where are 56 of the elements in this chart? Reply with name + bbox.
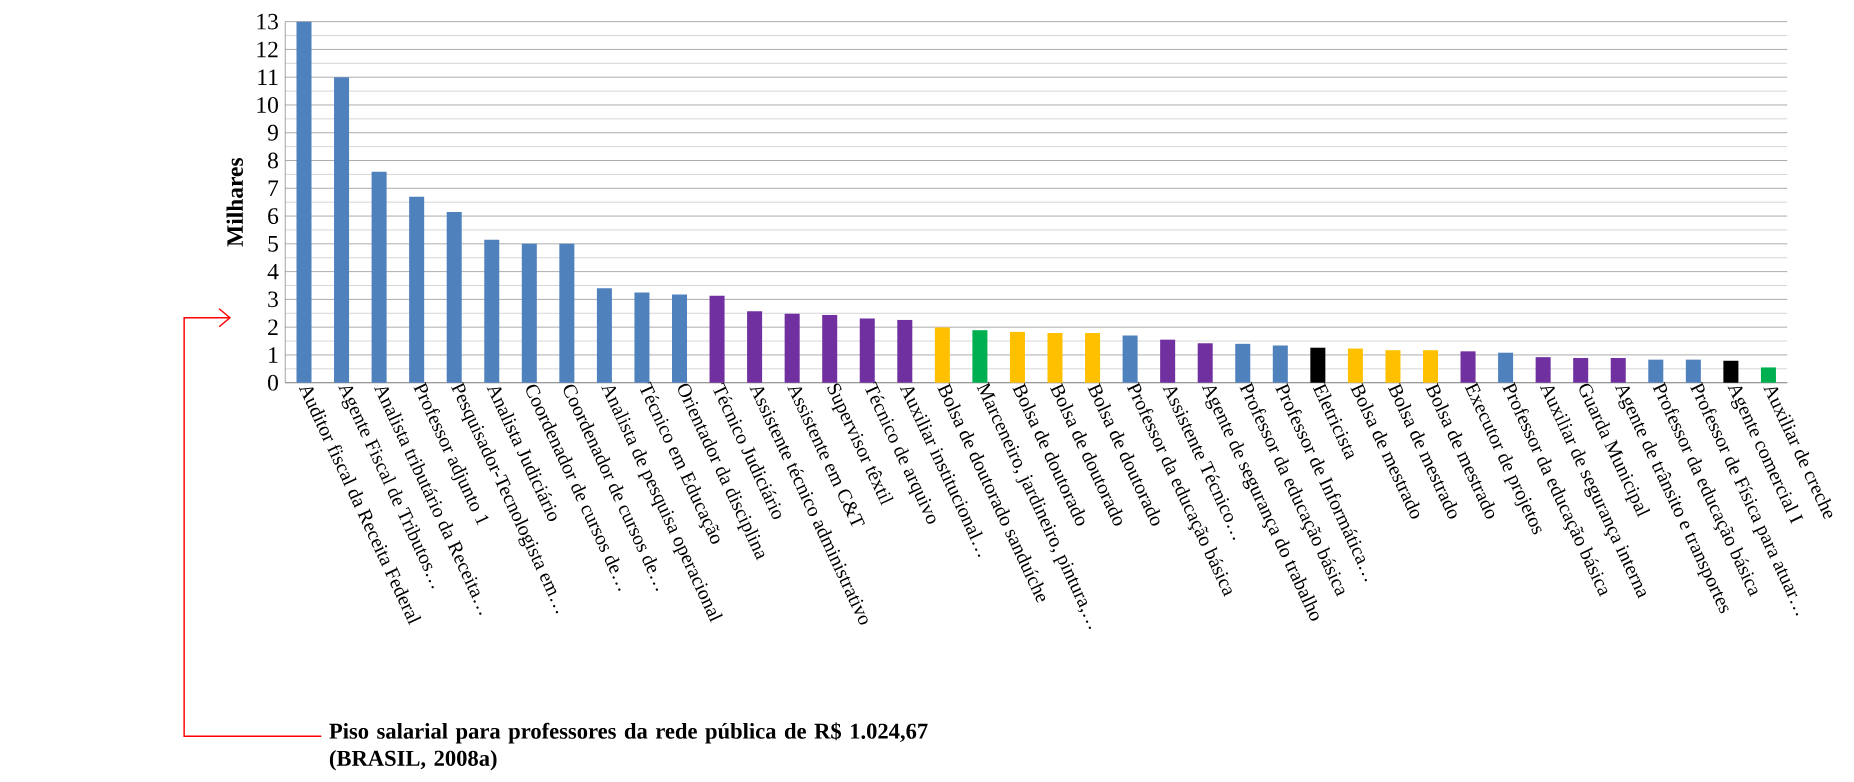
bar <box>709 295 725 383</box>
y-tick-label: 13 <box>257 13 278 30</box>
bar <box>409 196 425 383</box>
bar <box>1573 358 1589 383</box>
y-tick-label: 12 <box>257 41 278 58</box>
bar <box>1648 359 1664 383</box>
bar <box>672 294 688 383</box>
bar <box>296 21 312 383</box>
bar <box>1009 332 1025 383</box>
bar <box>1160 339 1176 383</box>
bar <box>1085 333 1101 383</box>
text: Piso salarial para professores da rede pública de R$ 1.024,67 (BRASIL, 2008a) <box>329 722 928 771</box>
bar <box>934 327 950 383</box>
y-tick-label: 0 <box>268 374 278 391</box>
y-tick-label: 7 <box>268 180 279 197</box>
bar <box>521 243 537 383</box>
bar <box>1047 333 1063 383</box>
bar <box>1460 351 1476 383</box>
y-tick-label: 2 <box>268 319 278 336</box>
y-tick-label: 3 <box>268 291 278 308</box>
y-axis-title: Milhares <box>226 158 243 247</box>
bar <box>634 292 650 383</box>
bar <box>747 311 763 383</box>
bar <box>1723 360 1739 383</box>
bar <box>822 315 838 383</box>
y-tick-label: 6 <box>268 208 279 225</box>
y-tick-label: 10 <box>257 97 278 114</box>
y-tick-label: 8 <box>268 152 278 169</box>
bar <box>1422 350 1439 383</box>
bar <box>484 239 500 383</box>
bar <box>1498 352 1514 383</box>
y-tick-label: 1 <box>269 347 278 363</box>
bar <box>1310 347 1326 383</box>
bar <box>972 330 988 383</box>
bar <box>596 288 612 383</box>
bar <box>1272 345 1288 383</box>
bar <box>371 171 387 383</box>
bar <box>446 212 462 383</box>
bar <box>1385 350 1401 383</box>
bar <box>334 77 350 383</box>
bar <box>1685 359 1701 383</box>
bar <box>559 243 575 383</box>
y-tick-label: 9 <box>267 125 278 141</box>
bar <box>859 318 875 383</box>
bar <box>1347 348 1363 383</box>
bar <box>1760 367 1776 383</box>
y-tick-label: 4 <box>267 264 279 280</box>
y-tick-label: 11 <box>258 69 278 86</box>
y-tick-label: 5 <box>268 236 278 252</box>
bar <box>1535 357 1551 383</box>
bar <box>1122 335 1138 383</box>
bar <box>784 313 800 383</box>
bar <box>1197 343 1213 383</box>
bar <box>1235 343 1251 383</box>
bar <box>897 320 913 383</box>
bar <box>1610 358 1626 383</box>
